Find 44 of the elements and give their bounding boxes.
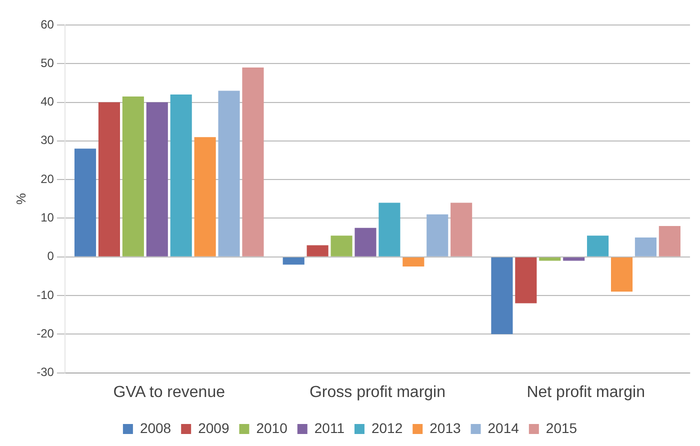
bar (491, 257, 513, 334)
bar (634, 238, 657, 256)
bar (194, 137, 216, 256)
legend-label: 2010 (256, 420, 288, 436)
bar (450, 202, 472, 256)
legend-label: 2013 (430, 420, 461, 436)
bar (354, 228, 376, 256)
y-tick-label: 10 (40, 210, 54, 225)
bar (74, 148, 96, 256)
y-tick-label: -10 (36, 288, 54, 302)
legend-label: 2015 (546, 420, 578, 436)
y-tick-label: 60 (40, 17, 54, 32)
bar (146, 102, 168, 256)
bar (426, 214, 448, 256)
bar (98, 102, 120, 256)
y-tick-label: 40 (40, 94, 54, 109)
x-tick-label: Gross profit margin (309, 384, 446, 401)
x-tick-label: GVA to revenue (113, 384, 226, 401)
legend-label: 2014 (488, 420, 520, 436)
y-axis-title: % (13, 192, 28, 205)
bar (306, 245, 328, 256)
bar (242, 68, 264, 256)
legend-label: 2009 (198, 420, 230, 436)
bar (515, 257, 537, 304)
y-tick-label: 30 (40, 133, 54, 148)
y-tick-label: -20 (36, 326, 54, 340)
x-tick-label: Net profit margin (526, 384, 645, 401)
y-tick-label: -30 (36, 365, 54, 380)
bar (218, 90, 240, 256)
bar (330, 236, 352, 256)
y-tick-label: 0 (47, 249, 54, 264)
bar (282, 257, 304, 265)
bar (658, 226, 680, 256)
bar (587, 236, 609, 256)
bar (122, 96, 144, 256)
bar (378, 202, 400, 256)
legend-label: 2011 (314, 420, 345, 436)
bar (170, 94, 192, 256)
bar (402, 257, 424, 267)
legend-label: 2012 (371, 420, 403, 436)
bar (610, 257, 633, 292)
y-tick-label: 50 (40, 56, 54, 70)
y-tick-label: 20 (40, 172, 54, 186)
legend-label: 2008 (140, 420, 172, 436)
